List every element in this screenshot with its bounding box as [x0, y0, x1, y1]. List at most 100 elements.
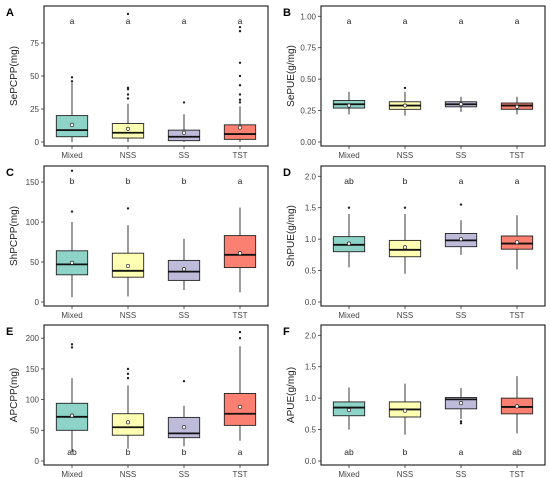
- x-tick-label: NSS: [120, 311, 136, 320]
- outlier-point: [126, 376, 130, 380]
- mean-marker: [237, 404, 243, 410]
- panel-letter: C: [6, 167, 14, 179]
- outlier-point: [238, 101, 242, 104]
- box-ss: b: [167, 176, 201, 290]
- y-tick-label: 75: [30, 39, 39, 48]
- y-tick-label: 2.0: [305, 172, 317, 181]
- significance-letter: ab: [512, 447, 522, 457]
- y-tick-label: 100: [26, 396, 40, 405]
- significance-letter: b: [403, 447, 408, 457]
- y-tick-label: 25: [30, 105, 39, 114]
- panel-d: D ShPUE(g/mg) 0.0 0.5 1.0 1.5 2.0 Mixed NSS SS TST…: [283, 165, 546, 320]
- x-tick-label: TST: [509, 151, 524, 160]
- mean-marker: [69, 413, 75, 418]
- panel-c: C ShPCPP(mg) 0 50 100 150 Mixed NSS SS TST b b b a: [6, 165, 269, 320]
- box-ss: a: [444, 388, 478, 457]
- outlier-point: [403, 206, 407, 209]
- x-tick-label: Mixed: [338, 311, 359, 320]
- significance-letter: b: [126, 447, 131, 457]
- significance-letter: a: [459, 16, 464, 26]
- mean-marker: [69, 260, 75, 265]
- significance-letter: b: [70, 176, 75, 186]
- outlier-point: [238, 93, 242, 96]
- box-mixed: ab: [332, 176, 366, 268]
- box-tst: a: [223, 176, 257, 293]
- outlier-point: [126, 372, 130, 376]
- box-nss: a: [111, 12, 145, 142]
- y-tick-label: 0.00: [300, 138, 316, 147]
- outlier-point: [70, 210, 74, 213]
- x-tick-label: Mixed: [61, 311, 82, 320]
- y-tick-label: 1.0: [305, 235, 317, 244]
- box-mixed: a: [332, 16, 366, 115]
- box-body: [223, 393, 257, 426]
- outlier-point: [459, 203, 463, 206]
- box-mixed: b: [55, 169, 89, 298]
- significance-letter: b: [182, 176, 187, 186]
- box-nss: b: [111, 176, 145, 297]
- x-tick-label: TST: [232, 470, 247, 478]
- x-tick-label: SS: [456, 151, 467, 160]
- x-tick-label: SS: [456, 311, 467, 320]
- y-tick-label: 0.25: [300, 107, 316, 116]
- significance-letter: a: [238, 16, 243, 26]
- box-ss: a: [167, 16, 201, 142]
- mean-marker: [125, 126, 131, 131]
- outlier-point: [126, 93, 130, 96]
- x-tick-label: TST: [509, 311, 524, 320]
- significance-letter: a: [515, 16, 520, 26]
- outlier-point: [238, 330, 242, 334]
- outlier-point: [126, 12, 130, 16]
- y-tick-label: 100: [26, 218, 40, 227]
- significance-letter: b: [182, 447, 187, 457]
- box-body: [223, 124, 257, 140]
- significance-letter: ab: [344, 447, 354, 457]
- x-tick-label: NSS: [120, 470, 136, 478]
- box-mixed: a: [55, 16, 89, 142]
- x-tick-label: Mixed: [61, 151, 82, 160]
- y-axis-title: APUE(g/mg): [286, 367, 297, 423]
- y-tick-label: 0.75: [300, 44, 316, 53]
- outlier-point: [238, 98, 242, 101]
- significance-letter: a: [459, 447, 464, 457]
- y-tick-label: 50: [30, 72, 39, 81]
- y-tick-label: 0.0: [305, 457, 317, 466]
- outlier-point: [70, 76, 74, 79]
- mean-marker: [125, 263, 131, 269]
- outlier-point: [238, 337, 242, 340]
- panel-e: E APCPP(mg) 0 50 100 150 200 Mixed NSS SS TST ab b b a: [6, 324, 269, 478]
- mean-marker: [458, 102, 464, 107]
- y-tick-label: 0: [35, 138, 40, 147]
- mean-marker: [514, 240, 520, 245]
- box-body: [167, 129, 201, 142]
- box-tst: a: [223, 330, 257, 457]
- y-axis-title: ShPUE(g/mg): [286, 205, 297, 267]
- mean-marker: [181, 267, 187, 272]
- x-tick-label: SS: [456, 470, 467, 478]
- significance-letter: a: [515, 176, 520, 186]
- outlier-point: [238, 74, 242, 78]
- outlier-point: [182, 101, 186, 104]
- mean-marker: [514, 404, 520, 409]
- significance-letter: a: [238, 176, 243, 186]
- outlier-point: [238, 61, 242, 64]
- significance-letter: ab: [67, 447, 77, 457]
- x-tick-label: TST: [232, 311, 247, 320]
- significance-letter: a: [70, 16, 75, 26]
- panel-letter: B: [283, 7, 291, 19]
- significance-letter: a: [347, 16, 352, 26]
- outlier-point: [70, 346, 74, 349]
- significance-letter: a: [238, 447, 243, 457]
- y-tick-label: 0: [35, 457, 40, 466]
- mean-marker: [402, 408, 408, 413]
- box-body: [111, 413, 145, 436]
- outlier-point: [459, 422, 463, 425]
- y-axis-title: SePCPP(mg): [9, 46, 20, 106]
- mean-marker: [125, 420, 131, 425]
- x-tick-label: SS: [179, 311, 190, 320]
- y-tick-label: 50: [30, 258, 39, 267]
- x-tick-label: Mixed: [338, 470, 359, 478]
- panel-f: F APUE(g/mg) 0.0 0.5 1.0 1.5 2.0 Mixed NSS SS TST a…: [283, 324, 546, 478]
- box-ss: b: [167, 379, 201, 457]
- significance-letter: ab: [344, 176, 354, 186]
